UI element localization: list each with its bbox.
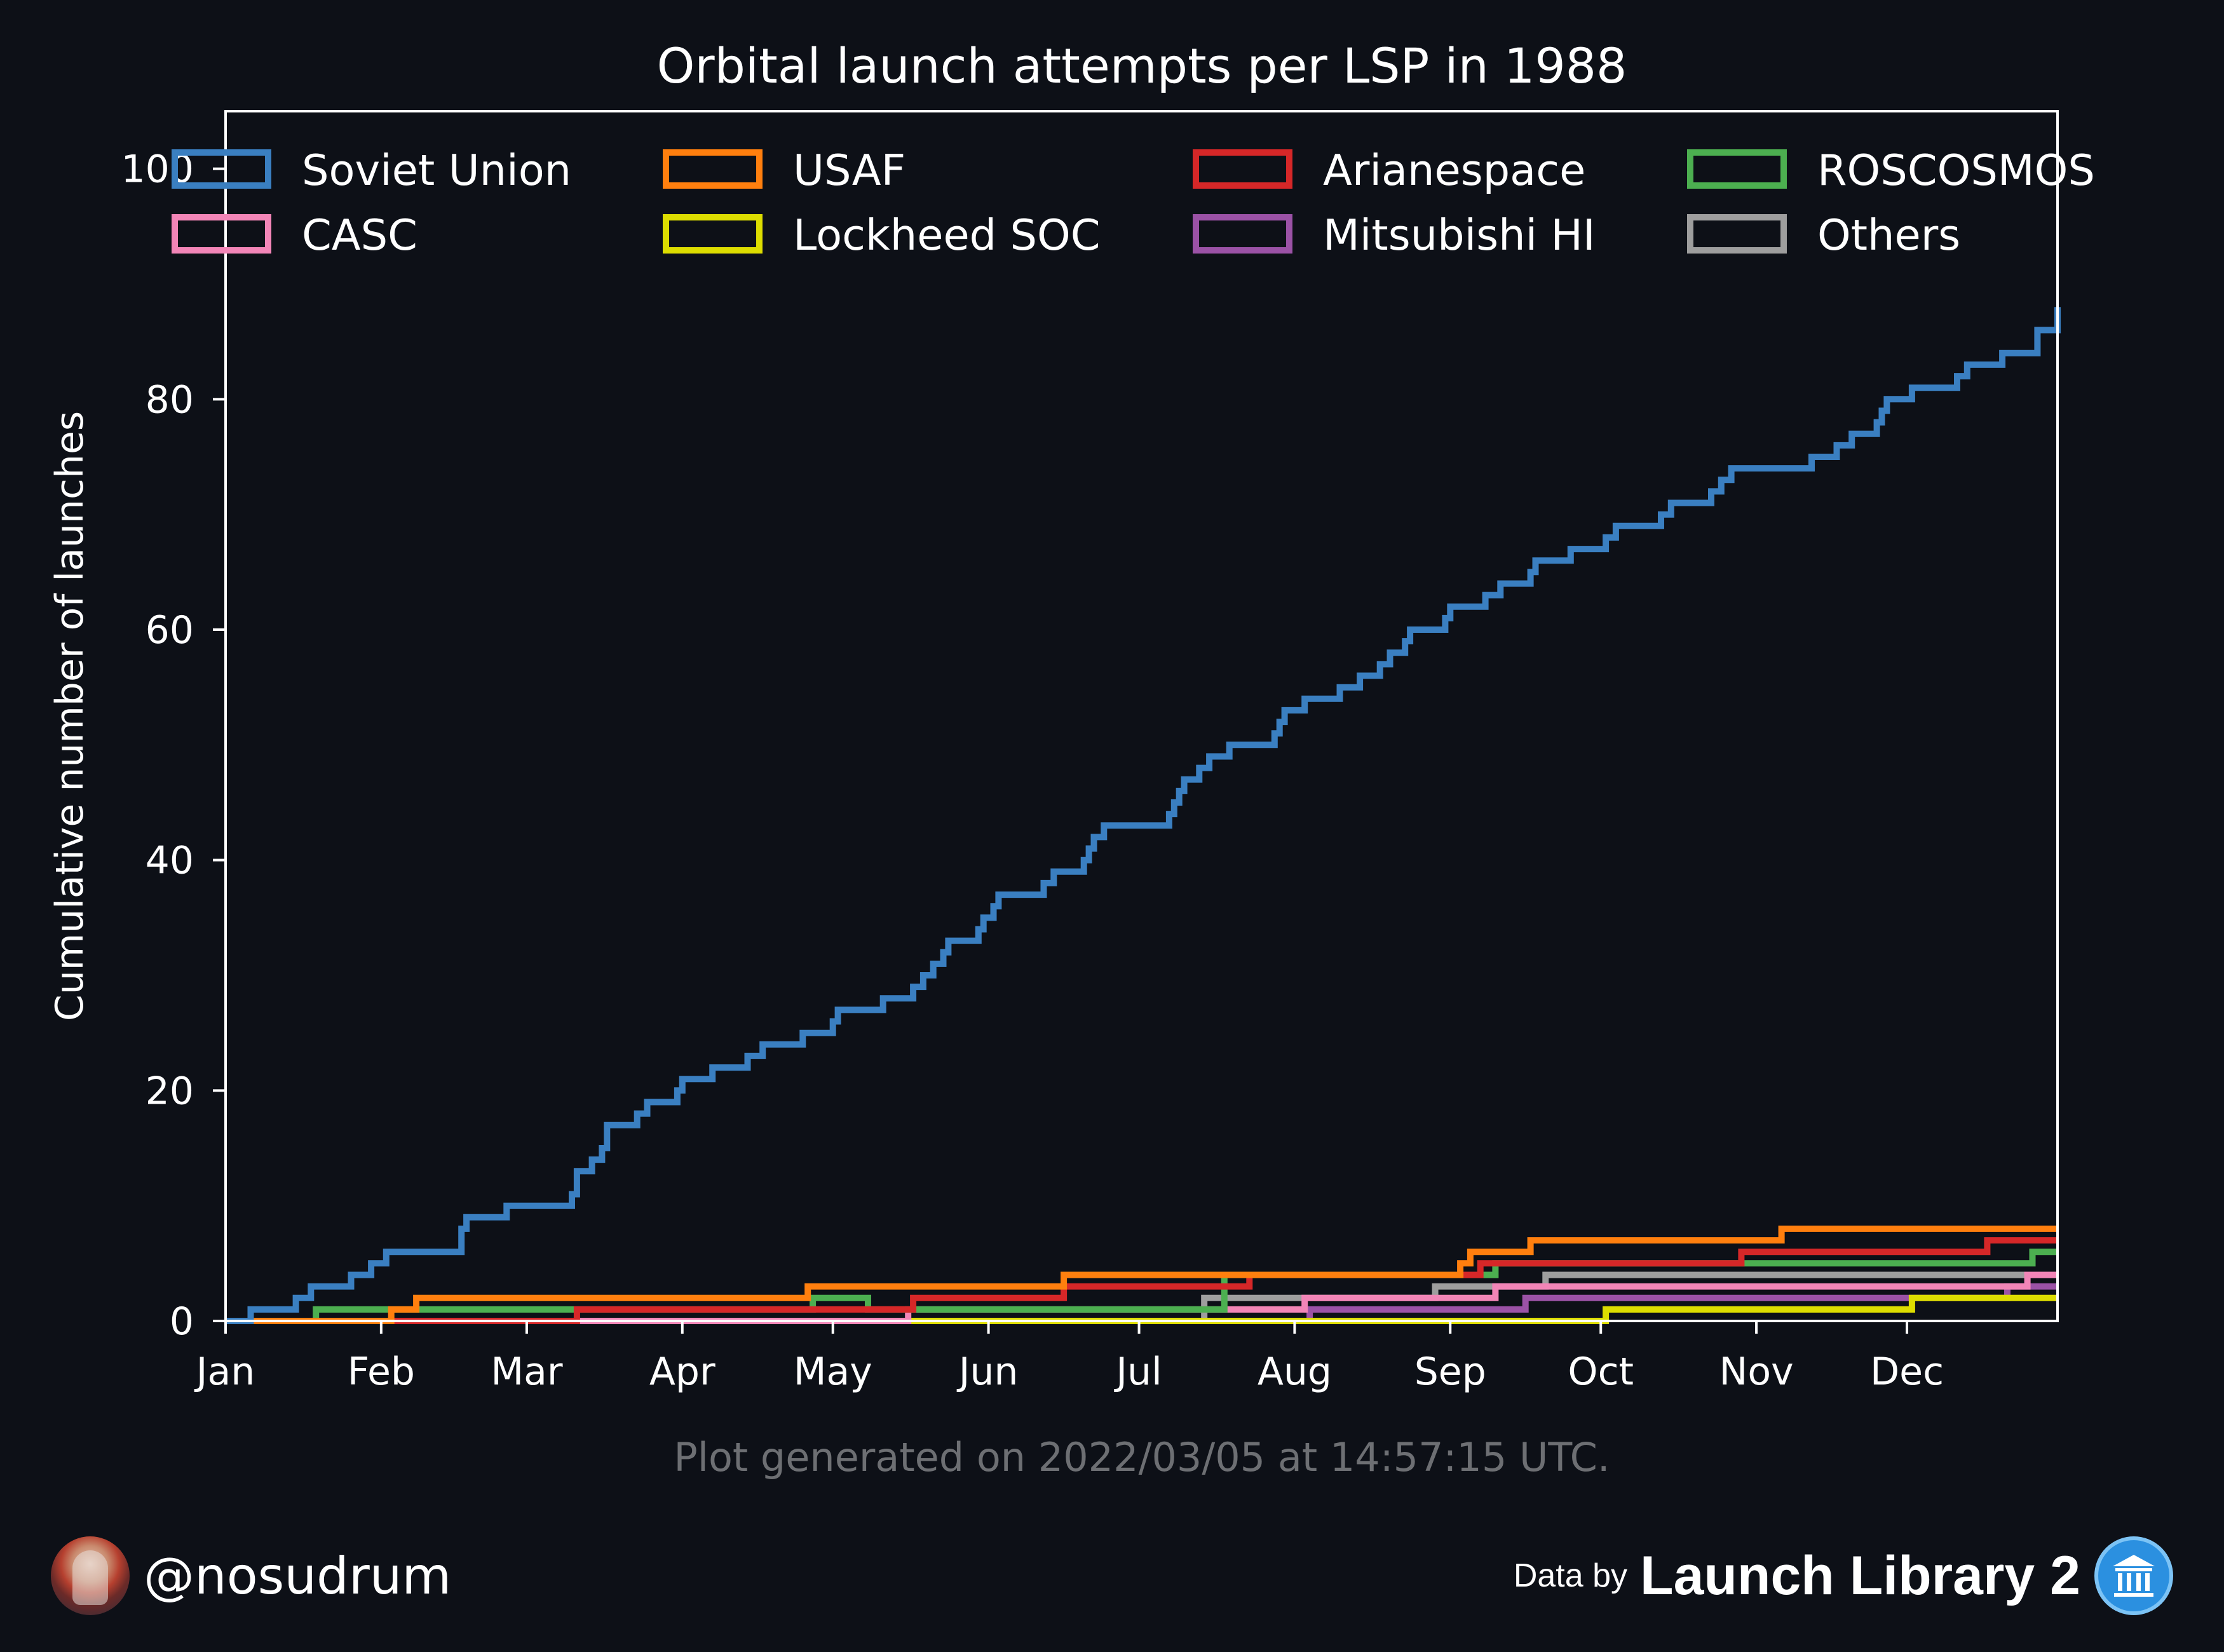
y-tick-label: 60 [146, 608, 194, 653]
legend-swatch [663, 214, 763, 254]
legend-label: Mitsubishi HI [1323, 210, 1596, 260]
x-tick-label: Nov [1719, 1350, 1794, 1394]
data-by-label: Data by [1513, 1557, 1628, 1594]
series-line-roscosmos [226, 1249, 2058, 1324]
y-axis-label: Cumulative number of launches [48, 411, 92, 1021]
avatar-icon [51, 1536, 130, 1615]
x-tick-label: Oct [1568, 1350, 1634, 1394]
legend-label: ROSCOSMOS [1817, 146, 2095, 195]
legend-swatch [1193, 149, 1292, 189]
legend-swatch [1687, 149, 1787, 189]
x-tick-label: Dec [1870, 1350, 1944, 1394]
legend-entry-others: Others [1687, 210, 1960, 260]
y-tick-label: 40 [146, 839, 194, 883]
legend-swatch [1193, 214, 1292, 254]
legend-entry-casc: CASC [172, 210, 417, 260]
x-tick-label: Jul [1113, 1350, 1162, 1394]
plot-frame [224, 110, 2059, 1322]
plot-generated-footnote: Plot generated on 2022/03/05 at 14:57:15… [674, 1434, 1610, 1480]
x-tick-label: Aug [1258, 1350, 1332, 1394]
series-line-usaf [226, 1225, 2058, 1324]
y-tick-label: 0 [170, 1299, 194, 1344]
x-tick-label: Apr [649, 1350, 715, 1394]
legend: Soviet Union USAF Arianespace ROSCOSMOS CASC… [172, 146, 2095, 260]
legend-swatch [663, 149, 763, 189]
legend-swatch [1687, 214, 1787, 254]
launch-library-logo-icon [2094, 1536, 2173, 1615]
legend-entry-lockheed-soc: Lockheed SOC [663, 210, 1101, 260]
author-handle[interactable]: @nosudrum [144, 1546, 452, 1606]
legend-swatch [172, 214, 271, 254]
legend-label: Arianespace [1323, 146, 1585, 195]
x-tick-label: Jan [194, 1350, 255, 1394]
legend-entry-mitsubishi-hi: Mitsubishi HI [1193, 210, 1596, 260]
series-line-others [226, 1271, 2058, 1324]
legend-label: Soviet Union [302, 146, 571, 195]
legend-entry-usaf: USAF [663, 146, 905, 195]
data-source-credit[interactable]: Data by Launch Library 2 [1514, 1534, 2173, 1617]
legend-entry-arianespace: Arianespace [1193, 146, 1585, 195]
x-tick-label: Mar [491, 1350, 563, 1394]
legend-label: Others [1817, 210, 1960, 260]
legend-swatch [172, 149, 271, 189]
data-source-name[interactable]: Launch Library 2 [1640, 1545, 2080, 1606]
x-tick-label: Sep [1414, 1350, 1486, 1394]
author-credit[interactable]: @nosudrum [51, 1534, 451, 1617]
series-line-casc [226, 1271, 2058, 1324]
series-line-mitsubishi-hi [226, 1283, 2058, 1324]
series-line-arianespace [226, 1237, 2058, 1324]
x-tick-label: Feb [348, 1350, 415, 1394]
series-line-soviet-union [226, 307, 2061, 1324]
y-tick-label: 20 [146, 1069, 194, 1113]
legend-label: USAF [793, 146, 905, 195]
y-tick-label: 80 [146, 377, 194, 422]
legend-label: CASC [302, 210, 417, 260]
legend-entry-soviet-union: Soviet Union [172, 146, 571, 195]
legend-entry-roscosmos: ROSCOSMOS [1687, 146, 2095, 195]
plot-area [226, 307, 2061, 1324]
x-tick-label: Jun [956, 1350, 1019, 1394]
legend-label: Lockheed SOC [793, 210, 1101, 260]
x-tick-label: May [794, 1350, 872, 1394]
x-axis: Jan Feb Mar Apr May Jun Jul Aug Sep Oct Nov Dec [194, 1321, 1944, 1394]
chart-title: Orbital launch attempts per LSP in 1988 [657, 37, 1627, 94]
